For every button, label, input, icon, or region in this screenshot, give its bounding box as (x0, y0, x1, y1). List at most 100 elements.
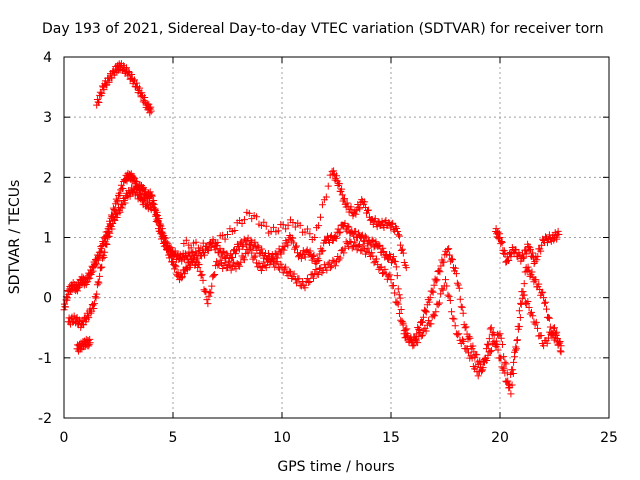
plot-frame (63, 56, 610, 419)
data-point (484, 341, 492, 349)
data-point (516, 313, 524, 321)
data-point (198, 271, 206, 279)
data-point (437, 290, 445, 298)
data-point (85, 314, 93, 322)
data-point (202, 287, 210, 295)
data-point (496, 330, 504, 338)
data-point (487, 324, 495, 332)
data-point (434, 301, 442, 309)
data-point (90, 305, 98, 313)
data-point (178, 274, 186, 282)
data-point (154, 217, 162, 225)
data-point (520, 280, 528, 288)
data-point (167, 251, 175, 259)
data-point (231, 250, 239, 258)
data-point (133, 178, 141, 186)
data-point (135, 191, 143, 199)
data-point (326, 264, 334, 272)
data-point (92, 294, 100, 302)
data-point (476, 357, 484, 365)
data-point (162, 246, 170, 254)
data-point (308, 256, 316, 264)
data-point (164, 245, 172, 253)
x-tick-label: 15 (382, 430, 400, 446)
data-point (284, 272, 292, 280)
data-point (502, 360, 510, 368)
data-point (443, 282, 451, 290)
data-point (316, 264, 324, 272)
data-point (444, 246, 452, 254)
data-point (286, 268, 294, 276)
data-point (106, 229, 114, 237)
data-point (496, 234, 504, 241)
data-point (408, 336, 416, 344)
y-tick-label: -1 (38, 351, 52, 367)
data-point (552, 330, 560, 338)
data-point (432, 277, 440, 285)
data-point (329, 256, 337, 264)
data-point (257, 266, 265, 274)
data-point (520, 291, 528, 299)
data-point (453, 279, 461, 287)
data-point (103, 240, 111, 248)
data-point (133, 186, 141, 194)
data-point (556, 339, 564, 347)
data-point (379, 270, 387, 278)
data-point (381, 265, 389, 273)
data-point (525, 303, 533, 311)
data-point (415, 325, 423, 333)
data-point (203, 296, 211, 304)
data-point (399, 319, 407, 327)
data-point (418, 331, 426, 339)
data-point (141, 195, 149, 203)
data-point (270, 223, 278, 231)
data-point (389, 219, 397, 227)
data-point (251, 252, 259, 260)
data-point (301, 253, 309, 261)
data-point (386, 271, 394, 279)
data-point (305, 278, 313, 286)
data-point (473, 351, 481, 359)
data-point (393, 272, 401, 280)
data-point (314, 271, 322, 279)
data-point (312, 266, 320, 274)
data-point (94, 278, 102, 286)
data-point (348, 244, 356, 252)
data-point (524, 263, 532, 271)
data-point (513, 337, 521, 345)
data-point (281, 243, 289, 251)
data-point (277, 260, 285, 268)
data-point (197, 272, 205, 280)
data-point (113, 198, 121, 206)
data-point (465, 333, 473, 341)
data-point (69, 318, 77, 326)
data-point (429, 288, 437, 296)
data-point (91, 262, 99, 270)
data-point (531, 320, 539, 328)
data-point (98, 89, 106, 97)
data-point (232, 265, 240, 273)
data-point (440, 258, 448, 266)
data-point (540, 342, 548, 350)
data-point (376, 264, 384, 272)
data-point (136, 84, 144, 92)
data-point (84, 275, 92, 283)
data-point (372, 255, 380, 263)
data-point (549, 324, 557, 332)
data-point (462, 323, 470, 331)
data-point (262, 222, 270, 230)
data-point (460, 337, 468, 345)
data-point (541, 299, 549, 307)
data-point (331, 233, 339, 241)
data-point (485, 335, 493, 343)
data-point (280, 246, 288, 254)
data-point (114, 197, 122, 205)
data-point (306, 230, 314, 238)
data-point (389, 282, 397, 290)
data-point (353, 246, 361, 254)
data-point (539, 288, 547, 296)
data-point (330, 167, 338, 175)
data-point (128, 71, 136, 79)
data-point (117, 181, 125, 189)
